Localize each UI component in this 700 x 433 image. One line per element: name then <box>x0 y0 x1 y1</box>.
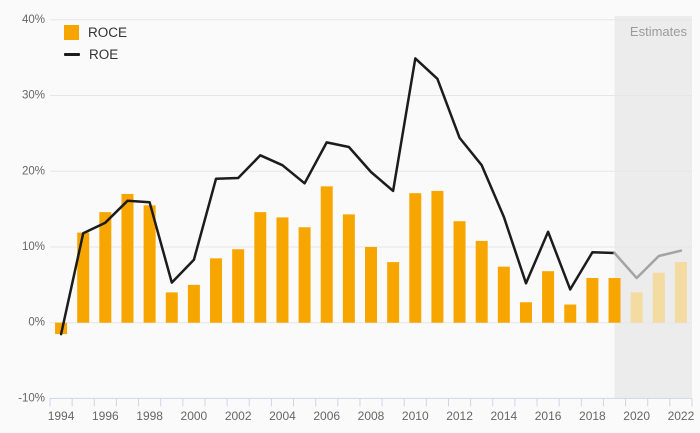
bar-roce-1998[interactable] <box>143 205 156 323</box>
x-axis-label-2006: 2006 <box>313 409 340 423</box>
bar-roce-2006[interactable] <box>320 186 333 323</box>
x-axis-label-2012: 2012 <box>446 409 473 423</box>
x-axis-label-2004: 2004 <box>269 409 296 423</box>
bar-roce-2014[interactable] <box>497 266 510 323</box>
bar-roce-2001[interactable] <box>210 258 223 323</box>
x-axis-label-2022: 2022 <box>668 409 695 423</box>
x-axis-label-2014: 2014 <box>490 409 517 423</box>
bar-roce-2005[interactable] <box>298 227 311 323</box>
legend-item-roe[interactable]: ROE <box>64 47 127 62</box>
bar-roce-1997[interactable] <box>121 193 134 323</box>
bar-roce-2020[interactable] <box>630 292 643 323</box>
bar-roce-2008[interactable] <box>365 246 377 323</box>
bar-roce-2013[interactable] <box>475 240 488 323</box>
axis-labels-group: 40% 30% 20% 10% 0% -10%1994 1996 1998 2000 2002 20… <box>18 14 694 423</box>
y-axis-label-40%: 40% <box>22 14 45 26</box>
x-axis-label-2002: 2002 <box>225 409 252 423</box>
x-axis-label-2000: 2000 <box>181 409 208 423</box>
bar-roce-2010[interactable] <box>409 193 422 323</box>
bar-roce-2015[interactable] <box>519 302 532 323</box>
bar-roce-2004[interactable] <box>276 217 289 323</box>
x-axis-group <box>49 397 693 407</box>
x-axis-label-1994: 1994 <box>48 409 75 423</box>
x-axis-label-2016: 2016 <box>535 409 562 423</box>
y-axis-label--10%: -10% <box>18 392 45 404</box>
bar-roce-2003[interactable] <box>254 212 267 323</box>
bar-roce-1999[interactable] <box>165 292 178 323</box>
roe-line[interactable] <box>59 57 616 336</box>
x-axis-label-1996: 1996 <box>92 409 119 423</box>
bars-group <box>55 186 687 335</box>
bar-roce-2022[interactable] <box>674 262 687 323</box>
bar-roce-2002[interactable] <box>232 249 245 323</box>
x-axis-label-2008: 2008 <box>358 409 385 423</box>
x-axis-label-2018: 2018 <box>579 409 606 423</box>
bar-roce-2012[interactable] <box>453 221 466 323</box>
bar-roce-2016[interactable] <box>542 271 555 323</box>
estimates-band-group <box>614 16 692 399</box>
x-axis-label-2010: 2010 <box>402 409 429 423</box>
legend-item-roce[interactable]: ROCE <box>64 25 127 40</box>
bar-roce-1994[interactable] <box>55 322 68 335</box>
bar-roce-2021[interactable] <box>652 272 665 323</box>
bar-roce-2000[interactable] <box>187 284 200 323</box>
y-axis-label-20%: 20% <box>22 165 45 177</box>
y-axis-label-10%: 10% <box>22 241 45 253</box>
bar-roce-2017[interactable] <box>564 304 577 323</box>
x-axis-label-2020: 2020 <box>623 409 650 423</box>
line-series-group <box>59 57 683 336</box>
roe-line-swatch-icon <box>64 53 80 56</box>
bar-roce-2018[interactable] <box>586 278 599 323</box>
y-axis-label-30%: 30% <box>22 90 45 102</box>
legend-label-roe: ROE <box>89 47 119 62</box>
legend-label-roce: ROCE <box>88 25 128 40</box>
bar-roce-2011[interactable] <box>431 190 444 323</box>
y-axis-label-0%: 0% <box>28 317 45 329</box>
legend: ROCE ROE <box>64 25 127 62</box>
bar-roce-2007[interactable] <box>342 214 355 323</box>
estimates-band-label: Estimates <box>629 24 687 39</box>
bar-roce-1995[interactable] <box>77 232 90 323</box>
bar-roce-2019[interactable] <box>608 278 621 323</box>
roce-swatch-icon <box>64 25 79 40</box>
estimates-band <box>614 16 692 399</box>
x-axis-label-1998: 1998 <box>136 409 163 423</box>
roe-line-estimate[interactable] <box>613 249 683 280</box>
bar-roce-1996[interactable] <box>99 212 112 323</box>
bar-roce-2009[interactable] <box>387 262 400 323</box>
